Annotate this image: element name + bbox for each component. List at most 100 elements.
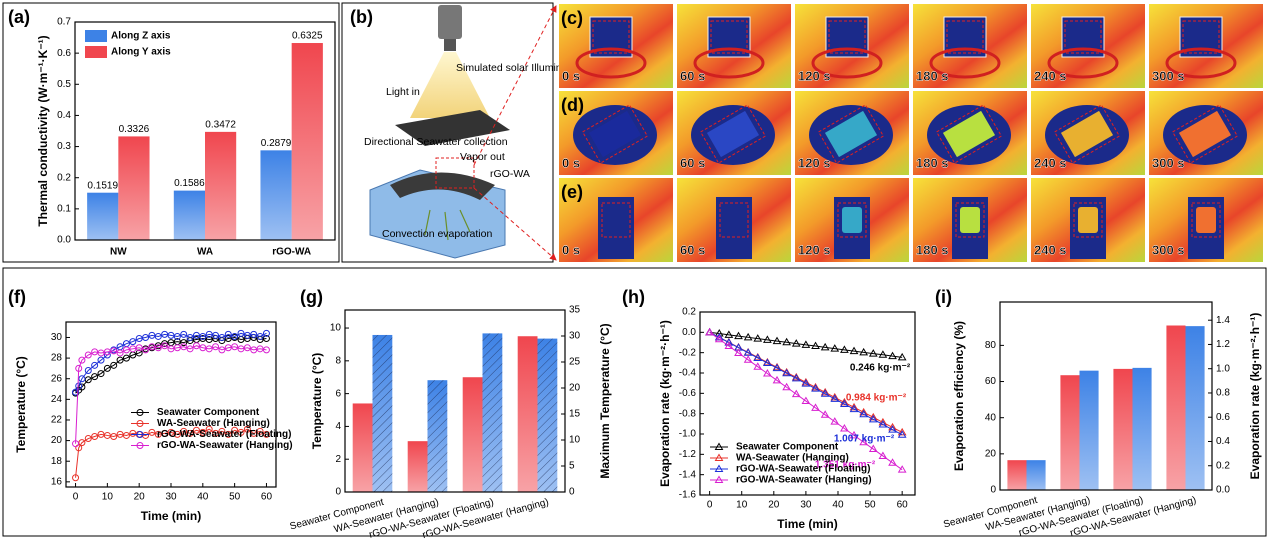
marker [91,373,99,381]
marker [97,430,105,438]
marker [256,427,264,435]
marker [801,377,811,386]
marker [237,428,245,436]
bar [1132,367,1152,490]
marker [820,389,830,397]
y-tick-label: 22 [51,415,63,426]
y-tick-label: -0.6 [679,388,697,399]
marker [122,354,130,362]
y2-tick-label: 0 [569,487,575,498]
marker [772,336,782,345]
marker [116,430,124,438]
panel-label: (e) [561,182,583,202]
panel-label: (a) [8,7,30,27]
marker [878,350,888,358]
marker [888,351,897,360]
marker [199,332,207,340]
lamp-head [444,39,456,51]
marker [212,343,220,351]
y2-tick-label: 0.6 [1216,412,1230,423]
marker [231,332,239,340]
marker [161,429,169,437]
marker [262,346,270,354]
bar [1060,375,1080,490]
marker [897,465,907,473]
marker [262,430,270,438]
y-tick-label: 0.1 [57,203,71,214]
y-tick-label: 0.0 [57,235,71,246]
y-tick-label: 0.2 [682,307,696,318]
roi [955,202,985,238]
marker [763,358,772,367]
x-tick-label: 20 [134,492,146,503]
marker [180,343,188,351]
marker [849,404,859,413]
marker [878,419,888,428]
marker [840,345,849,353]
annotation: 0.984 kg·m⁻² [846,393,907,404]
sample [716,197,752,259]
time-label: 180 s [916,242,949,257]
legend-swatch [136,442,144,449]
bar [1079,370,1099,490]
marker [849,346,859,355]
panel-frame [2,267,1267,537]
legend-swatch [714,464,724,472]
marker [110,361,118,369]
marker [192,342,200,350]
marker [840,424,849,432]
marker [791,339,801,347]
marker [186,345,194,353]
bar [352,403,373,492]
marker [224,344,232,352]
sample [598,197,634,259]
x-axis-title: Time (min) [141,509,201,523]
y-tick-label: 6 [335,388,341,399]
y-tick-label: -0.8 [679,408,697,419]
marker [167,345,175,353]
marker [72,440,80,448]
y-tick-label: 80 [985,340,997,351]
marker [116,356,124,364]
marker [161,330,169,338]
y-tick-label: -1.6 [679,490,697,501]
marker [237,329,245,337]
marker [212,331,220,339]
bar [462,377,483,492]
annotation: 1.351 kg·m⁻² [815,460,876,471]
marker [142,333,150,341]
marker [186,429,194,437]
marker [218,333,226,341]
x-tick-label: 40 [197,492,209,503]
marker [173,430,181,438]
marker [218,427,226,435]
marker [743,348,753,356]
y-tick-label: -0.4 [679,368,697,379]
roi [935,104,1003,164]
marker [78,439,86,447]
marker [888,425,897,433]
time-label: 180 s [916,68,949,83]
bar [173,190,205,240]
x-tick-label: 20 [768,500,780,511]
roi [719,202,749,238]
y-tick-label: 4 [335,421,341,432]
y2-tick-label: 0.4 [1216,436,1230,447]
marker [782,337,792,346]
marker [122,431,130,439]
marker [167,331,175,339]
marker [135,349,143,357]
marker [801,379,811,387]
bar [1113,368,1133,490]
marker [129,338,137,346]
marker [811,382,820,391]
series-line [75,345,267,444]
marker [714,332,724,341]
y-tick-label: 0.6 [57,48,71,59]
holder [693,47,765,79]
y2-tick-label: 0.2 [1216,460,1230,471]
legend-swatch [714,475,724,483]
marker [116,349,124,357]
marker [753,362,763,370]
marker [78,383,86,391]
